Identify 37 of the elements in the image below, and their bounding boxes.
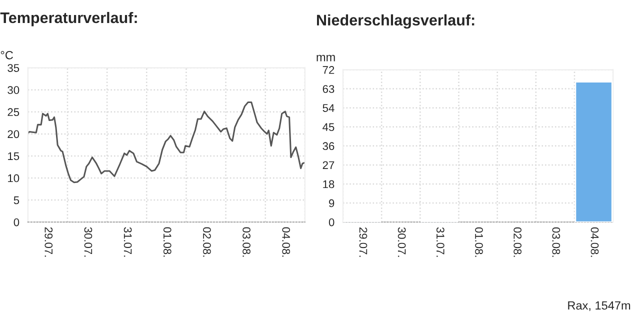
y-axis-title: °C: [0, 50, 13, 60]
x-tick-label: 04.08.: [282, 227, 290, 257]
x-tick-label: 29.07.: [359, 228, 368, 257]
x-tick-label: 01.08.: [475, 227, 483, 257]
chart-title: Temperaturverlauf:: [0, 12, 137, 26]
x-tick-label: 02.08.: [514, 227, 522, 257]
y-tick-label: 25: [8, 108, 20, 116]
y-tick-label: 15: [8, 152, 20, 160]
x-tick-label: 03.08.: [242, 227, 250, 257]
bar: [574, 81, 613, 222]
y-tick-label: 0: [328, 218, 334, 226]
x-tick-label: 30.07.: [84, 227, 92, 257]
y-tick-label: 20: [8, 130, 20, 138]
y-tick-label: 30: [8, 86, 20, 94]
x-tick-label: 31.07.: [124, 227, 132, 257]
x-tick-label: 30.07.: [398, 227, 406, 257]
y-tick-label: 45: [322, 123, 334, 132]
y-axis-title: mm: [316, 54, 335, 62]
y-tick-label: 27: [322, 161, 334, 169]
chart-title: Niederschlagsverlauf:: [317, 14, 474, 29]
text: Rax, 1547m: [568, 301, 630, 312]
x-tick-label: 31.07.: [436, 227, 444, 257]
y-tick-label: 9: [329, 199, 334, 208]
x-tick-label: 04.08.: [590, 227, 599, 257]
x-tick-label: 03.08.: [552, 227, 560, 257]
y-tick-label: 72: [322, 66, 334, 74]
y-tick-label: 18: [323, 180, 334, 188]
y-tick-label: 54: [322, 104, 334, 112]
x-tick-label: 01.08.: [163, 227, 172, 257]
y-tick-label: 63: [322, 85, 334, 93]
y-tick-label: 0: [14, 218, 20, 226]
y-tick-label: 10: [8, 174, 20, 182]
x-tick-label: 29.07.: [44, 227, 53, 257]
y-tick-label: 35: [8, 64, 20, 72]
y-tick-label: 5: [14, 196, 20, 204]
x-tick-label: 02.08.: [203, 227, 211, 257]
y-tick-label: 36: [322, 142, 334, 150]
